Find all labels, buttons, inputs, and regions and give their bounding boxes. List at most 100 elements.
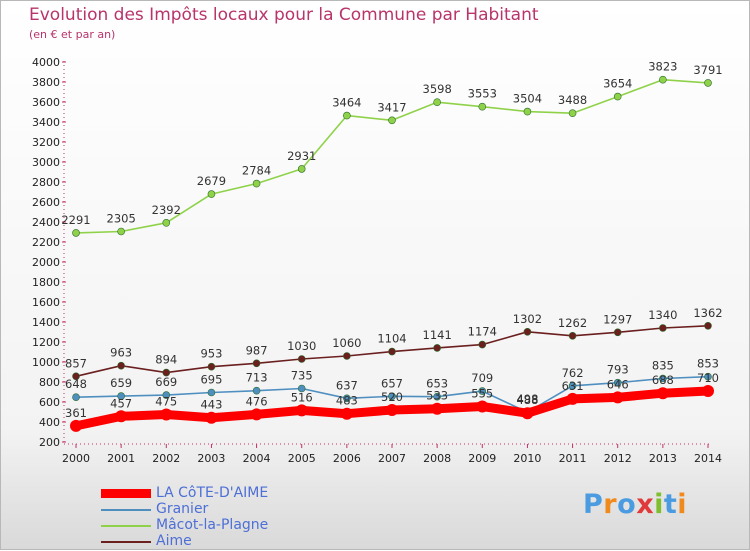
y-tick-label: 3800 xyxy=(32,76,60,89)
x-tick-label: 2013 xyxy=(649,452,677,465)
chart-title: Evolution des Impôts locaux pour la Comm… xyxy=(29,5,539,25)
data-label: 953 xyxy=(200,347,222,361)
data-point xyxy=(117,392,125,400)
data-point xyxy=(295,404,308,417)
data-label: 443 xyxy=(200,398,222,412)
data-label: 3504 xyxy=(513,92,542,106)
x-tick-label: 2005 xyxy=(288,452,316,465)
data-label: 498 xyxy=(516,392,538,406)
data-label: 2291 xyxy=(61,213,90,227)
y-tick-label: 2000 xyxy=(32,256,60,269)
data-point xyxy=(162,368,171,377)
data-label: 963 xyxy=(110,346,132,360)
legend-label: Aime xyxy=(156,533,192,549)
data-label: 710 xyxy=(697,371,719,385)
data-point xyxy=(433,344,441,352)
y-tick-label: 3400 xyxy=(32,116,60,129)
data-point xyxy=(476,400,489,413)
data-point xyxy=(297,355,306,363)
data-label: 3598 xyxy=(423,82,452,96)
y-tick-label: 1600 xyxy=(32,296,60,309)
data-label: 853 xyxy=(697,357,719,371)
data-point xyxy=(611,391,624,404)
data-label: 762 xyxy=(562,366,584,380)
data-label: 669 xyxy=(155,375,177,389)
x-tick-label: 2003 xyxy=(197,452,225,465)
x-tick-label: 2000 xyxy=(62,452,90,465)
data-label: 3488 xyxy=(558,93,587,107)
data-label: 1302 xyxy=(513,312,542,326)
data-point xyxy=(205,411,218,424)
legend-swatch xyxy=(101,509,151,511)
data-point xyxy=(72,372,80,381)
y-tick-label: 3600 xyxy=(32,96,60,109)
data-point xyxy=(252,179,261,188)
data-point xyxy=(659,324,667,332)
data-label: 476 xyxy=(246,394,268,408)
data-point xyxy=(207,190,216,198)
x-tick-label: 2011 xyxy=(559,452,587,465)
x-tick-label: 2007 xyxy=(378,452,406,465)
data-label: 1174 xyxy=(468,325,497,339)
data-point xyxy=(523,327,532,336)
data-label: 713 xyxy=(246,371,268,385)
data-label: 1262 xyxy=(558,316,587,330)
data-point xyxy=(252,386,261,395)
data-point xyxy=(72,393,80,402)
x-tick-label: 2009 xyxy=(468,452,496,465)
legend-label: LA CôTE-D'AIME xyxy=(156,485,269,501)
data-label: 1060 xyxy=(332,336,361,350)
data-point xyxy=(207,388,216,397)
data-point xyxy=(433,98,441,106)
data-point xyxy=(388,347,396,356)
data-point xyxy=(252,359,261,368)
y-tick-label: 2600 xyxy=(32,196,60,209)
data-point xyxy=(340,407,353,420)
data-point xyxy=(70,419,82,432)
data-label: 3417 xyxy=(377,100,406,114)
data-label: 653 xyxy=(426,377,448,391)
data-point xyxy=(343,111,351,120)
data-label: 520 xyxy=(381,390,403,404)
data-point xyxy=(343,394,351,403)
y-tick-label: 4000 xyxy=(32,56,60,69)
data-label: 3553 xyxy=(468,87,497,101)
x-tick-label: 2004 xyxy=(243,452,271,465)
proxiti-logo: Proxiti xyxy=(583,489,688,520)
data-point xyxy=(431,402,444,415)
data-point xyxy=(523,107,532,116)
x-tick-label: 2001 xyxy=(107,452,135,465)
data-label: 695 xyxy=(200,373,222,387)
y-tick-label: 3000 xyxy=(32,156,60,169)
y-tick-label: 2200 xyxy=(32,236,60,249)
data-point xyxy=(566,392,579,405)
data-label: 488 xyxy=(516,393,538,407)
data-label: 2679 xyxy=(197,174,226,188)
data-label: 793 xyxy=(607,363,629,377)
data-label: 637 xyxy=(336,378,358,392)
data-point xyxy=(433,392,441,401)
x-tick-label: 2012 xyxy=(604,452,632,465)
data-point xyxy=(656,387,669,400)
data-point xyxy=(702,385,714,397)
data-point xyxy=(659,374,667,383)
data-point xyxy=(478,102,487,111)
data-point xyxy=(704,321,712,330)
data-label: 657 xyxy=(381,376,403,390)
data-label: 1030 xyxy=(287,339,316,353)
data-label: 631 xyxy=(562,379,584,393)
data-point xyxy=(568,331,577,340)
legend-label: Granier xyxy=(156,501,209,517)
data-point xyxy=(297,165,306,173)
chart-subtitle: (en € et par an) xyxy=(29,28,116,41)
data-point xyxy=(162,219,171,227)
data-label: 1362 xyxy=(693,306,722,320)
y-tick-label: 600 xyxy=(39,396,60,409)
legend-swatch xyxy=(101,489,151,498)
y-tick-label: 1400 xyxy=(32,316,60,329)
data-point xyxy=(568,381,577,390)
data-point xyxy=(160,408,173,421)
data-label: 1141 xyxy=(423,328,452,342)
